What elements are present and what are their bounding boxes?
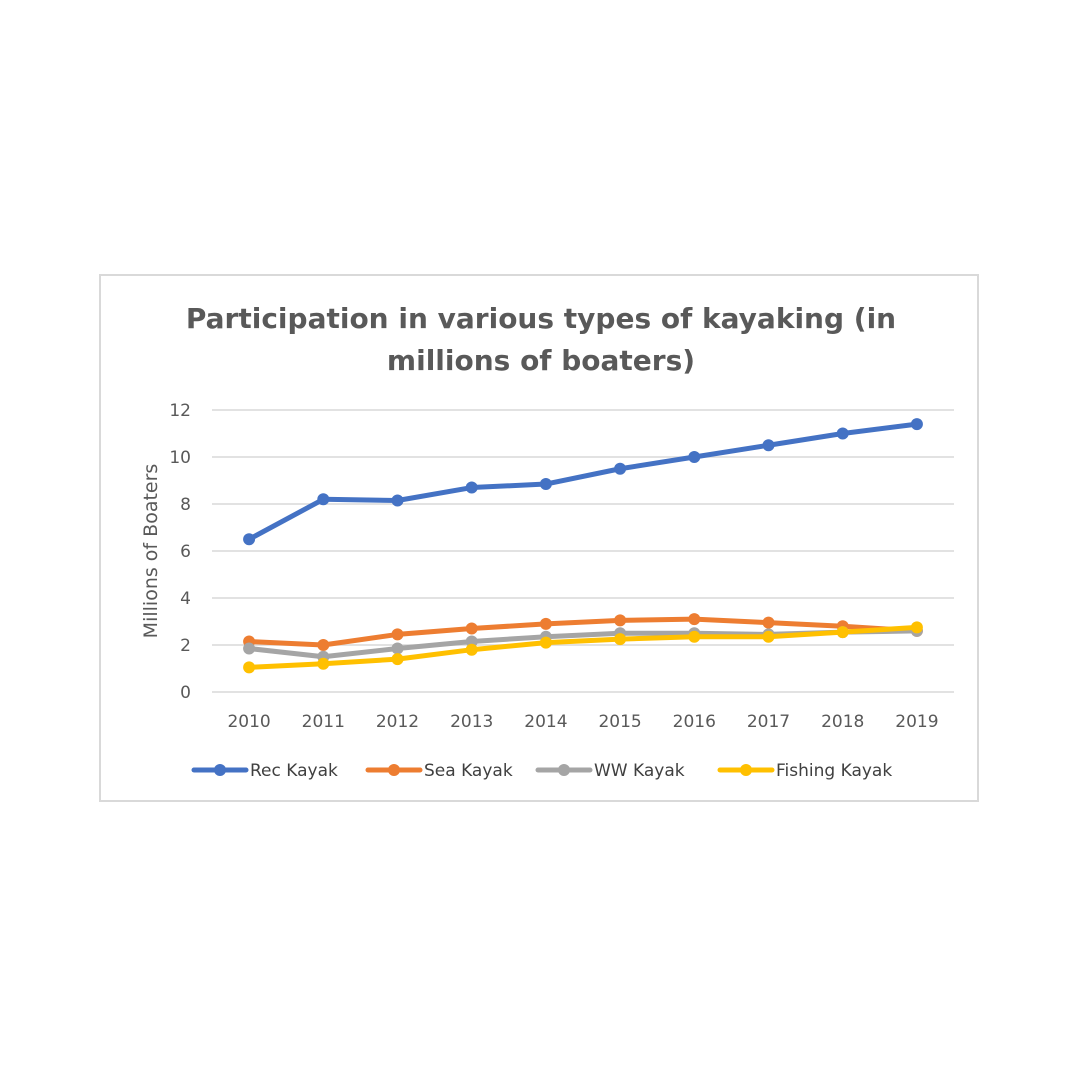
data-point-sea-kayak [614, 614, 627, 627]
data-point-rec-kayak [465, 481, 478, 494]
y-tick-label: 10 [169, 448, 191, 468]
chart-frame: Participation in various types of kayaki… [99, 274, 979, 802]
data-point-fishing-kayak [614, 633, 627, 646]
legend-label: WW Kayak [594, 761, 685, 781]
x-tick-label: 2017 [747, 712, 790, 732]
legend-swatch-marker [388, 764, 400, 776]
data-point-fishing-kayak [243, 661, 256, 674]
data-point-fishing-kayak [465, 643, 478, 656]
x-tick-label: 2011 [302, 712, 345, 732]
data-point-fishing-kayak [836, 626, 849, 639]
series-line-sea-kayak [246, 616, 920, 648]
x-tick-label: 2015 [598, 712, 641, 732]
chart-title: Participation in various types of kayaki… [101, 298, 981, 382]
data-point-sea-kayak [317, 639, 330, 651]
data-point-fishing-kayak [688, 630, 701, 643]
legend-swatch-marker [214, 764, 226, 776]
x-tick-label: 2013 [450, 712, 493, 732]
legend-label: Rec Kayak [250, 761, 338, 781]
y-axis-label: Millions of Boaters [140, 464, 162, 639]
data-point-ww-kayak [243, 642, 256, 655]
data-point-ww-kayak [465, 635, 478, 648]
data-point-sea-kayak [465, 622, 478, 635]
data-point-rec-kayak [391, 494, 404, 507]
x-tick-label: 2012 [376, 712, 419, 732]
legend-swatch-marker [558, 764, 570, 776]
chart-title-line-2: millions of boaters) [386, 344, 696, 377]
data-point-rec-kayak [836, 427, 849, 440]
data-point-rec-kayak [762, 439, 775, 452]
series-line-fishing-kayak [246, 624, 920, 670]
x-tick-label: 2018 [821, 712, 864, 732]
legend-label: Sea Kayak [424, 761, 513, 781]
chart-title-line-1: Participation in various types of kayaki… [185, 302, 897, 335]
y-tick-label: 6 [180, 542, 191, 562]
data-point-fishing-kayak [317, 657, 330, 670]
data-point-fishing-kayak [910, 621, 923, 634]
y-tick-label: 2 [180, 636, 191, 656]
legend-swatch-marker [740, 764, 752, 776]
legend-label: Fishing Kayak [776, 761, 892, 781]
y-tick-label: 8 [180, 495, 191, 515]
data-point-fishing-kayak [391, 653, 404, 666]
y-tick-label: 0 [180, 683, 191, 703]
data-point-sea-kayak [688, 613, 701, 626]
data-point-sea-kayak [391, 628, 404, 641]
data-point-sea-kayak [539, 617, 552, 630]
data-point-rec-kayak [243, 533, 256, 546]
x-tick-label: 2019 [895, 712, 938, 732]
data-point-rec-kayak [614, 462, 627, 475]
x-tick-label: 2010 [227, 712, 270, 732]
data-point-ww-kayak [391, 642, 404, 655]
y-tick-label: 4 [180, 589, 191, 609]
line-chart: 0 2 4 6 8 10 12 2010 2011 2012 2013 2014 2015 2016 201… [140, 401, 954, 781]
series-line-rec-kayak [246, 421, 920, 542]
data-point-rec-kayak [539, 478, 552, 491]
data-point-rec-kayak [910, 418, 923, 431]
data-point-rec-kayak [688, 451, 701, 463]
data-point-fishing-kayak [762, 630, 775, 643]
x-tick-label: 2016 [673, 712, 716, 732]
data-point-sea-kayak [762, 616, 775, 629]
data-point-rec-kayak [317, 493, 330, 506]
data-point-fishing-kayak [539, 636, 552, 649]
x-tick-label: 2014 [524, 712, 567, 732]
y-tick-label: 12 [169, 401, 191, 421]
